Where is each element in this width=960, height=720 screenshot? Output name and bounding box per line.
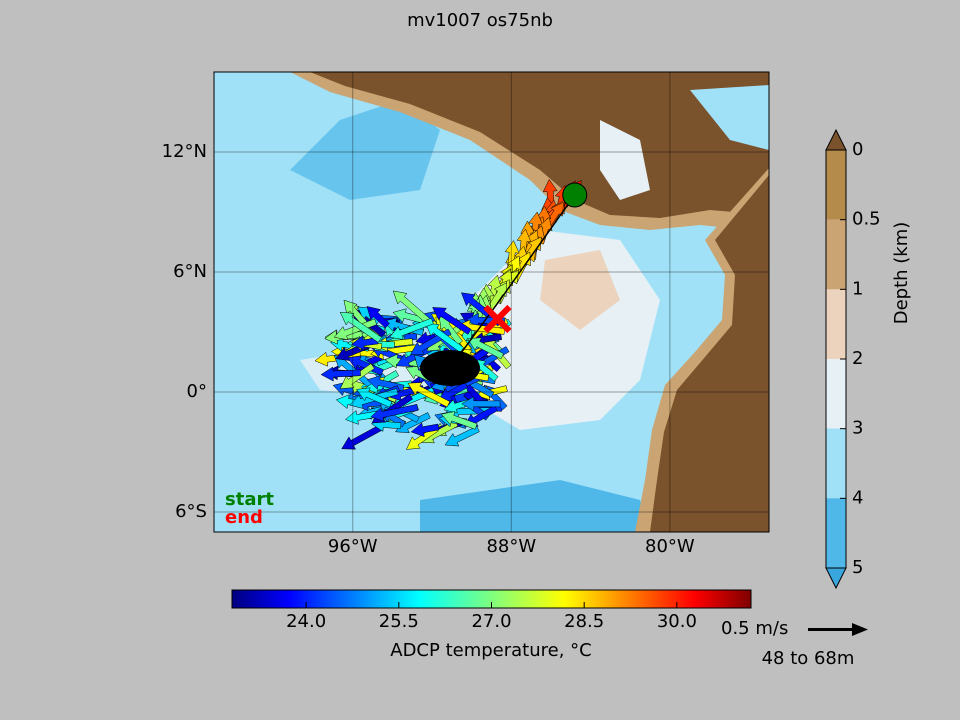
depth-under [825, 567, 847, 590]
vector [407, 382, 451, 408]
depth-band [826, 498, 846, 568]
sea-patch [690, 85, 769, 150]
depth-tick-label: 2 [852, 348, 863, 369]
scale-label: 0.5 m/s [721, 618, 788, 639]
land [650, 175, 769, 532]
deep-patch [290, 100, 440, 200]
land [310, 72, 769, 218]
vector [333, 318, 378, 341]
vector [467, 337, 504, 360]
vector [320, 366, 361, 382]
vector [432, 307, 472, 335]
lat-tick-label: 6°S [175, 501, 207, 522]
lon-tick-label: 96°W [328, 536, 378, 557]
shelf [540, 250, 620, 330]
end-label: end [225, 507, 263, 528]
lat-tick-label: 12°N [162, 141, 207, 162]
vector [392, 290, 432, 325]
depth-band [826, 150, 846, 220]
vector [389, 317, 434, 340]
temp-tick-label: 25.5 [379, 611, 419, 632]
vector [343, 299, 368, 326]
vector [410, 422, 440, 438]
vector [461, 396, 501, 412]
depth-colorbar-label: Depth (km) [891, 222, 912, 325]
vector [339, 311, 382, 343]
map-frame [213, 71, 770, 533]
temp-tick-label: 24.0 [286, 611, 326, 632]
track [449, 194, 576, 369]
sea-patch [600, 120, 650, 200]
temp-tick-label: 27.0 [471, 611, 511, 632]
depth-band [826, 428, 846, 499]
depth-range-label: 48 to 68m [762, 648, 855, 669]
vectors [314, 178, 582, 450]
vector [346, 355, 384, 376]
depth-tick-label: 1 [852, 278, 863, 299]
depth-over [825, 128, 847, 151]
lat-tick-label: 0° [187, 381, 207, 402]
end-marker [483, 304, 512, 334]
start-marker [562, 182, 588, 208]
start-label: start [225, 489, 274, 510]
depth-tick-label: 0.5 [852, 209, 881, 230]
depth-tick-label: 4 [852, 487, 863, 508]
vector [339, 363, 375, 389]
vector [370, 404, 419, 422]
vector [341, 423, 384, 450]
depth-band [826, 359, 846, 429]
scale-arrow [808, 623, 868, 636]
depth-tick-label: 5 [852, 557, 863, 578]
map [214, 72, 769, 532]
title: mv1007 os75nb [407, 10, 553, 31]
depth-band [826, 219, 846, 290]
vector [356, 387, 393, 408]
lat-tick-label: 6°N [173, 261, 207, 282]
depth-tick-label: 0 [852, 139, 863, 160]
lon-tick-label: 80°W [645, 536, 695, 557]
depth-band [826, 289, 846, 359]
temp-tick-label: 30.0 [657, 611, 697, 632]
lon-tick-label: 88°W [486, 536, 536, 557]
vector [366, 306, 390, 329]
deep-patch [420, 480, 650, 532]
temp-colorbar-label: ADCP temperature, °C [390, 640, 591, 661]
vector [440, 411, 478, 430]
depth-tick-label: 3 [852, 418, 863, 439]
temp-tick-label: 28.5 [564, 611, 604, 632]
